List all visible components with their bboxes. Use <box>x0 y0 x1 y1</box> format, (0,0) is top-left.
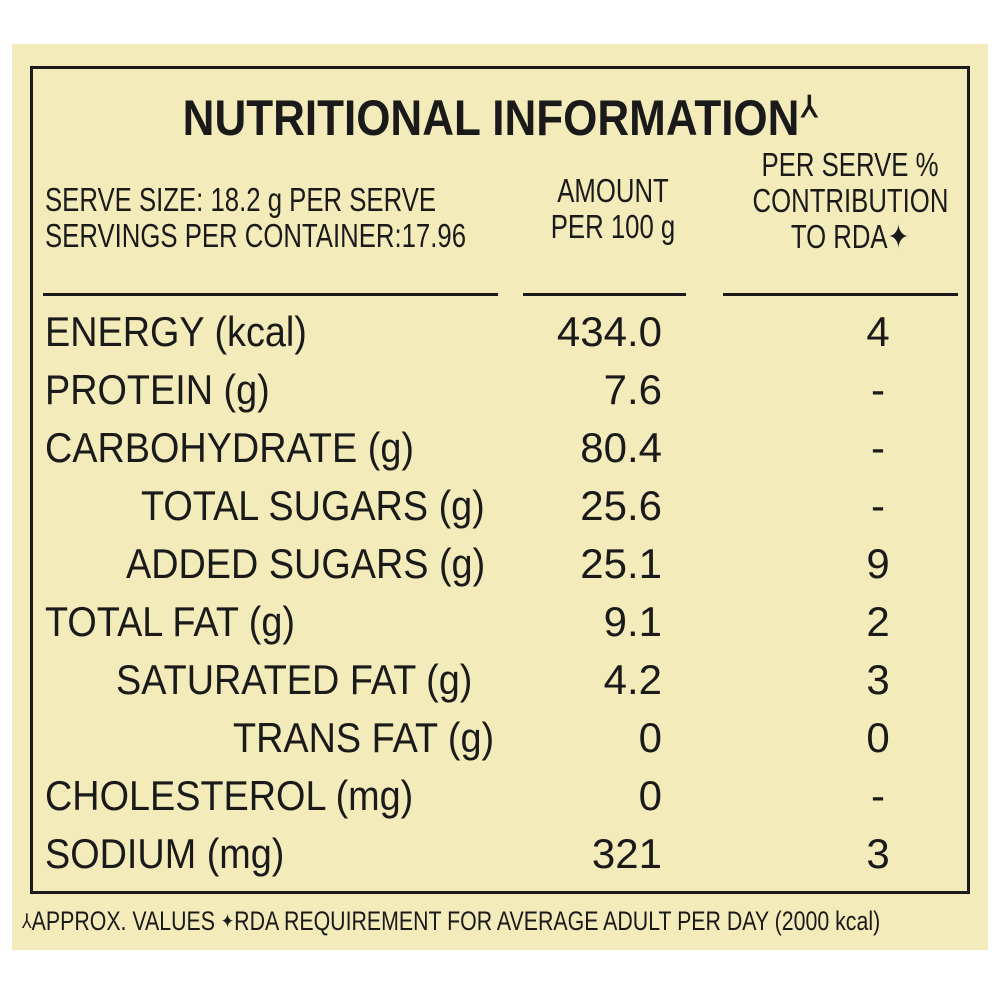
rda-column-header: PER SERVE % CONTRIBUTION TO RDA✦ <box>752 146 949 255</box>
amount-value: 321 <box>591 830 662 877</box>
table-row: CARBOHYDRATE (g) 80.4 - <box>33 419 967 477</box>
table-row: TOTAL FAT (g) 9.1 2 <box>33 593 967 651</box>
table-row: SATURATED FAT (g) 4.2 3 <box>33 651 967 709</box>
table-row: CHOLESTEROL (mg) 0 - <box>33 767 967 825</box>
footnote-approx-text: APPROX. VALUES <box>31 906 221 936</box>
amount-value: 25.6 <box>580 482 662 529</box>
rda-value: - <box>871 772 885 819</box>
amount-value: 25.1 <box>580 540 662 587</box>
nutrient-name: TOTAL FAT (g) <box>45 598 295 645</box>
table-row: TOTAL SUGARS (g) 25.6 - <box>33 477 967 535</box>
servings-per-container: SERVINGS PER CONTAINER:17.96 <box>45 217 467 254</box>
divider-left <box>43 293 498 296</box>
table-row: ADDED SUGARS (g) 25.1 9 <box>33 535 967 593</box>
page-title: NUTRITIONAL INFORMATION⅄ <box>89 89 911 147</box>
table-row: PROTEIN (g) 7.6 - <box>33 361 967 419</box>
amount-header-line1: AMOUNT <box>557 172 669 209</box>
rda-header-line3: TO RDA✦ <box>790 218 910 255</box>
nutrient-name: CHOLESTEROL (mg) <box>45 772 414 819</box>
footnote: ⅄APPROX. VALUES ✦RDA REQUIREMENT FOR AVE… <box>22 906 880 937</box>
serve-size: SERVE SIZE: 18.2 g PER SERVE <box>45 181 437 218</box>
amount-value: 9.1 <box>603 598 662 645</box>
approx-mark-icon: ⅄ <box>22 911 32 933</box>
rda-value: 2 <box>866 598 890 645</box>
rda-value: 4 <box>866 308 890 355</box>
amount-value: 4.2 <box>603 656 662 703</box>
divider-right <box>723 293 958 296</box>
nutrient-name: CARBOHYDRATE (g) <box>45 424 414 471</box>
divider-middle <box>523 293 686 296</box>
rda-value: - <box>871 482 885 529</box>
nutrient-name: SATURATED FAT (g) <box>116 656 473 703</box>
amount-value: 0 <box>638 772 662 819</box>
rda-value: 0 <box>866 714 890 761</box>
nutrition-table-frame: NUTRITIONAL INFORMATION⅄ SERVE SIZE: 18.… <box>30 66 970 894</box>
table-row: TRANS FAT (g) 0 0 <box>33 709 967 767</box>
amount-column-header: AMOUNT PER 100 g <box>535 173 691 245</box>
approx-mark-icon: ⅄ <box>801 91 818 125</box>
label-panel: NUTRITIONAL INFORMATION⅄ SERVE SIZE: 18.… <box>12 44 988 950</box>
serving-info: SERVE SIZE: 18.2 g PER SERVE SERVINGS PE… <box>45 182 513 254</box>
rda-header-line1: PER SERVE % <box>761 146 939 183</box>
amount-value: 7.6 <box>603 366 662 413</box>
rda-value: 3 <box>866 656 890 703</box>
nutrient-name: TRANS FAT (g) <box>233 714 495 761</box>
nutrient-name: PROTEIN (g) <box>45 366 270 413</box>
title-text: NUTRITIONAL INFORMATION <box>182 90 800 146</box>
table-row: SODIUM (mg) 321 3 <box>33 825 967 883</box>
footnote-rda-text: RDA REQUIREMENT FOR AVERAGE ADULT PER DA… <box>234 906 881 936</box>
rda-star-icon: ✦ <box>220 911 235 933</box>
nutrient-name: TOTAL SUGARS (g) <box>141 482 485 529</box>
nutrient-name: ADDED SUGARS (g) <box>126 540 486 587</box>
rda-value: - <box>871 366 885 413</box>
amount-value: 0 <box>638 714 662 761</box>
rda-header-line2: CONTRIBUTION <box>752 182 949 219</box>
nutrient-name: SODIUM (mg) <box>45 830 285 877</box>
table-row: ENERGY (kcal) 434.0 4 <box>33 303 967 361</box>
amount-header-line2: PER 100 g <box>550 208 676 245</box>
amount-value: 80.4 <box>580 424 662 471</box>
rda-value: 9 <box>866 540 890 587</box>
nutrient-name: ENERGY (kcal) <box>45 308 307 355</box>
rda-value: - <box>871 424 885 471</box>
amount-value: 434.0 <box>556 308 662 355</box>
rda-value: 3 <box>866 830 890 877</box>
